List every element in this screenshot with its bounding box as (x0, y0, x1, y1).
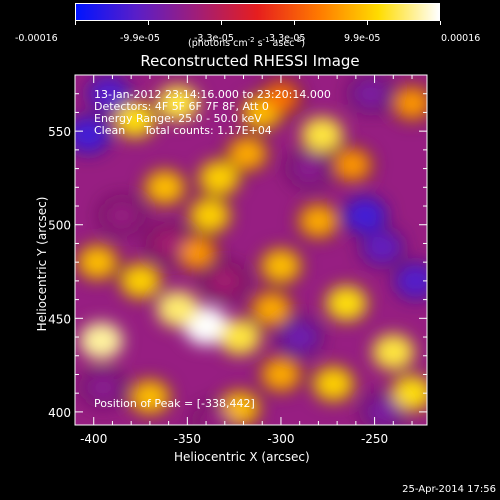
y-tick-label: 400 (48, 406, 71, 420)
heatmap-blob (78, 246, 116, 278)
heatmap-blob (190, 199, 229, 232)
heatmap-blob (264, 83, 298, 112)
y-tick-label: 500 (48, 219, 71, 233)
annotation-peak: Position of Peak = [-338,442] (94, 397, 255, 410)
colorbar-tick-label: -3.3e-05 (194, 33, 234, 44)
colorbar-gradient (76, 4, 439, 20)
heatmap-blob (326, 286, 366, 320)
colorbar-tick-mark (294, 21, 295, 25)
colorbar-tick-label: -0.00016 (15, 33, 58, 44)
heatmap-blob (85, 372, 121, 403)
colorbar-tick-label: -9.9e-05 (120, 33, 160, 44)
heatmap-blob (198, 406, 233, 425)
heatmap-blob (302, 117, 343, 152)
heatmap-blob (75, 117, 109, 152)
y-tick-label: 450 (48, 312, 71, 326)
heatmap-blob (363, 231, 402, 264)
colorbar-tick-label: 0.00016 (441, 33, 481, 44)
plot-frame (74, 74, 428, 426)
y-axis-label: Heliocentric Y (arcsec) (35, 196, 49, 332)
heatmap-blob (146, 171, 184, 204)
heatmap-blob (394, 88, 427, 118)
heatmap-blob (104, 200, 139, 230)
x-tick-label: -300 (267, 432, 294, 446)
x-axis-label: Heliocentric X (arcsec) (174, 450, 310, 464)
heatmap-blob (219, 320, 260, 355)
heatmap-blob (115, 103, 155, 137)
colorbar-tick-label: 3.3e-05 (269, 33, 306, 44)
y-tick-label: 550 (48, 125, 71, 139)
colorbar (75, 3, 440, 21)
heatmap-blob (121, 264, 160, 298)
heatmap-blob (300, 205, 337, 237)
colorbar-tick-mark (75, 21, 76, 25)
colorbar-tick-mark (440, 21, 441, 25)
x-tick-label: -400 (80, 432, 107, 446)
annotation-clean: Clean (94, 124, 126, 137)
heatmap-blob (365, 396, 402, 425)
annotation-detectors: Detectors: 4F 5F 6F 7F 8F, Att 0 (94, 100, 269, 113)
footer-date: 25-Apr-2014 17:56 (402, 484, 496, 495)
annotation-time: 13-Jan-2012 23:14:16.000 to 23:20:14.000 (94, 88, 331, 101)
heatmap-blob (179, 237, 215, 268)
heatmap-blob (131, 381, 169, 413)
heatmap-blob (291, 153, 327, 184)
chart-title: Reconstructed RHESSI Image (140, 52, 360, 70)
colorbar-tick-mark (367, 21, 368, 25)
annotation-energy: Energy Range: 25.0 - 50.0 keV (94, 112, 262, 125)
heatmap-blob (262, 359, 299, 390)
heatmap-blob (373, 335, 414, 370)
heatmap-blob (396, 264, 427, 298)
annotation-counts: Total counts: 1.17E+04 (144, 124, 272, 137)
heatmap-blob (80, 322, 123, 359)
heatmap-blob (152, 229, 186, 258)
x-tick-label: -350 (174, 432, 201, 446)
heatmap-blob (352, 78, 389, 110)
heatmap-blob (89, 77, 129, 111)
colorbar-tick-label: 9.9e-05 (344, 33, 381, 44)
heatmap-blob (208, 266, 242, 295)
heatmap-blob (314, 367, 353, 400)
colorbar-unit-label: (photons cm-2 s-1 asec-2) (188, 36, 306, 50)
x-tick-label: -250 (361, 432, 388, 446)
heatmap-blob (253, 293, 290, 325)
heatmap-blob (200, 161, 239, 195)
heatmap-blob (392, 376, 427, 410)
heatmap-blob (262, 250, 300, 282)
heatmap-blob (281, 321, 319, 353)
heatmap-blob (157, 291, 199, 327)
heatmap-blob (345, 198, 386, 233)
colorbar-tick-mark (221, 21, 222, 25)
heatmap-blob (334, 149, 370, 180)
colorbar-tick-mark (148, 21, 149, 25)
heatmap-blob (229, 138, 266, 169)
heatmap-blob (157, 86, 198, 121)
